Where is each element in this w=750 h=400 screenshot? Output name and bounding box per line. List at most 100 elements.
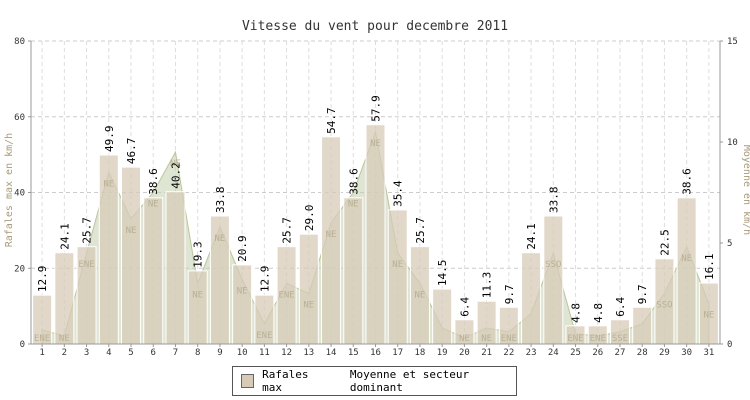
bar-value-label: 4.8 [570,303,583,323]
x-tick-label: 7 [173,348,178,358]
sector-label: ENE [256,331,272,341]
x-tick-label: 8 [195,348,200,358]
bar-value-label: 54.7 [325,107,338,134]
bar-value-label: 40.2 [169,162,182,189]
sector-label: SSO [545,260,561,270]
bar-day-10 [232,264,253,345]
sector-label: ENE [501,334,517,344]
bar-value-label: 38.6 [681,168,694,195]
bar-day-15 [343,197,364,345]
bar-day-28 [632,306,653,345]
x-tick-label: 23 [526,348,537,358]
y-right-tick-label: 15 [727,37,738,47]
bar-value-label: 20.9 [236,235,249,262]
bar-value-label: 12.9 [36,266,49,293]
bar-day-5 [121,166,142,345]
sector-label: NE [481,334,492,344]
bar-value-label: 9.7 [636,284,649,304]
bar-value-label: 25.7 [414,217,427,244]
x-tick-label: 14 [326,348,337,358]
bar-day-24 [543,215,564,345]
sector-label: NE [303,301,314,311]
chart-title: Vitesse du vent pour decembre 2011 [242,19,508,34]
sector-labels: ENE NE ENE NE NE NE NE NE NE NE ENE ENE NE NE NE NE NE NE… [34,139,714,344]
y-right-tick-label: 0 [727,340,732,350]
x-tick-label: 26 [592,348,603,358]
bar-day-8 [187,270,208,345]
y-axis-left-label: Rafales max en km/h [4,133,15,247]
x-tick-label: 21 [481,348,492,358]
bar-value-label: 33.8 [547,186,560,213]
sector-label: NE [59,334,70,344]
sector-label: SSE [612,334,628,344]
sector-label: ENE [590,334,606,344]
x-tick-label: 11 [259,348,270,358]
bar-day-17 [387,209,408,345]
sector-label: NE [459,334,470,344]
bar-value-label: 24.1 [58,223,71,250]
bar-value-label: 22.5 [658,229,671,256]
x-tick-label: 12 [281,348,292,358]
sector-label: ENE [34,334,50,344]
bar-day-13 [298,233,319,345]
y-left-tick-label: 80 [14,37,25,47]
x-tick-label: 22 [503,348,514,358]
x-tick-label: 24 [548,348,559,358]
y-left-tick-label: 20 [14,264,25,274]
x-tick-label: 27 [615,348,626,358]
x-tick-label: 18 [415,348,426,358]
x-tick-label: 6 [151,348,156,358]
bar-value-label: 6.4 [614,297,627,317]
x-tick-label: 31 [703,348,714,358]
bar-day-19 [432,288,453,345]
x-tick-label: 20 [459,348,470,358]
bar-value-label: 9.7 [503,284,516,304]
bar-value-label: 4.8 [592,303,605,323]
bar-value-label: 16.1 [703,254,716,281]
x-tick-label: 25 [570,348,581,358]
bar-value-label: 24.1 [525,223,538,250]
bar-day-6 [143,197,164,345]
sector-label: NE [103,179,114,189]
sector-label: NE [370,139,381,149]
bar-value-label: 14.5 [436,260,449,287]
bar-day-14 [321,136,342,345]
x-tick-label: 19 [437,348,448,358]
x-tick-label: 28 [637,348,648,358]
bar-value-label: 6.4 [458,297,471,317]
bar-value-label: 46.7 [125,138,138,165]
bar-day-23 [521,252,542,345]
sector-label: NE [326,230,337,240]
legend-swatch-gusts [241,374,255,388]
x-tick-label: 2 [62,348,67,358]
x-tick-label: 3 [84,348,89,358]
x-tick-label: 1 [39,348,44,358]
legend-item-gusts: Rafales max [262,368,309,394]
bar-value-label: 35.4 [392,180,405,207]
x-tick-label: 16 [370,348,381,358]
bar-value-label: 49.9 [103,126,116,153]
y-right-tick-label: 10 [727,138,738,148]
sector-label: ENE [567,334,583,344]
y-left-tick-label: 0 [20,340,25,350]
sector-label: NE [348,200,359,210]
x-tick-label: 17 [392,348,403,358]
x-tick-label: 10 [237,348,248,358]
bar-value-label: 57.9 [370,95,383,122]
bar-value-label: 29.0 [303,205,316,232]
sector-label: ENE [78,260,94,270]
bar-value-labels: 12.9 24.1 25.7 49.9 46.7 38.6 40.2 19.3 33.8 20.9… [36,95,716,323]
x-tick-label: 9 [217,348,222,358]
bar-day-2 [54,252,75,345]
y-left-tick-label: 40 [14,189,25,199]
y-axis-right-label: Moyenne en km/h [741,145,750,235]
bar-value-label: 12.9 [258,266,271,293]
bar-value-label: 25.7 [81,217,94,244]
sector-label: NE [214,234,225,244]
y-left-tick-label: 60 [14,113,25,123]
bar-value-label: 38.6 [147,168,160,195]
x-tick-label: 4 [106,348,111,358]
sector-label: SSO [656,301,672,311]
bar-value-label: 19.3 [192,241,205,268]
